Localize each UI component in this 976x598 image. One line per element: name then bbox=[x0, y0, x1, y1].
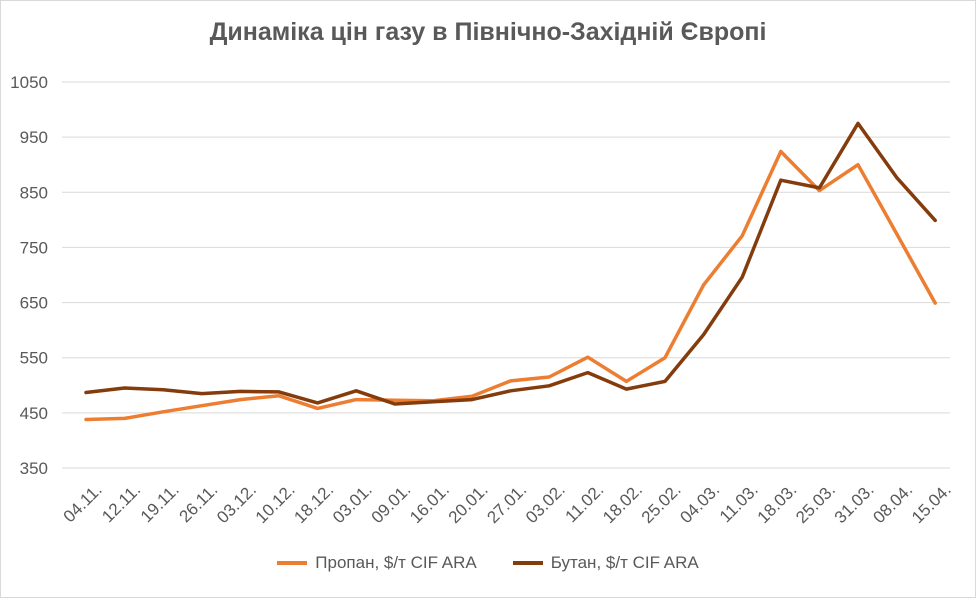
legend-swatch-butane bbox=[512, 561, 543, 565]
x-tick-label: 03.01. bbox=[329, 480, 376, 527]
x-tick-label: 18.12. bbox=[290, 480, 337, 527]
legend-item-butane: Бутан, $/т CIF ARA bbox=[512, 553, 699, 573]
x-tick-label: 18.02. bbox=[599, 480, 646, 527]
x-tick-label: 27.01. bbox=[483, 480, 530, 527]
legend-item-propane: Пропан, $/т CIF ARA bbox=[277, 553, 477, 573]
legend-label-propane: Пропан, $/т CIF ARA bbox=[315, 553, 477, 572]
y-tick-label: 650 bbox=[20, 294, 48, 313]
x-tick-label: 03.12. bbox=[213, 480, 260, 527]
x-tick-label: 04.03. bbox=[676, 480, 723, 527]
x-tick-label: 19.11. bbox=[137, 480, 183, 526]
x-tick-label: 31.03. bbox=[831, 480, 878, 527]
x-tick-label: 25.02. bbox=[638, 480, 685, 527]
series-lines bbox=[84, 121, 937, 422]
y-tick-label: 350 bbox=[20, 459, 48, 478]
x-tick-label: 12.11. bbox=[98, 480, 144, 526]
x-tick-label: 20.01. bbox=[445, 480, 492, 527]
x-tick-label: 11.02. bbox=[561, 480, 607, 526]
y-axis-tick-labels: 350 450 550 650 750 850 950 1050 bbox=[10, 73, 48, 478]
legend: Пропан, $/т CIF ARA Бутан, $/т CIF ARA bbox=[0, 553, 976, 573]
y-tick-label: 750 bbox=[20, 238, 48, 257]
x-tick-label: 18.03. bbox=[754, 480, 801, 527]
y-tick-label: 1050 bbox=[10, 73, 48, 92]
legend-swatch-propane bbox=[277, 561, 308, 565]
series-line-propane bbox=[84, 149, 937, 422]
x-tick-label: 10.12. bbox=[252, 480, 299, 527]
x-tick-label: 11.03. bbox=[716, 480, 762, 526]
x-tick-label: 03.02. bbox=[522, 480, 569, 527]
chart-title: Динаміка цін газу в Північно-Західній Єв… bbox=[209, 18, 767, 46]
x-tick-label: 09.01. bbox=[368, 480, 415, 527]
y-tick-label: 550 bbox=[20, 349, 48, 368]
y-tick-label: 450 bbox=[20, 404, 48, 423]
x-tick-label: 25.03. bbox=[792, 480, 839, 527]
x-tick-label: 16.01. bbox=[406, 480, 453, 527]
y-tick-label: 950 bbox=[20, 128, 48, 147]
x-axis-tick-labels: 04.11.12.11.19.11.26.11.03.12.10.12.18.1… bbox=[60, 480, 955, 527]
x-tick-label: 08.04. bbox=[869, 480, 916, 527]
x-tick-label: 26.11. bbox=[175, 480, 221, 526]
x-tick-label: 15.04. bbox=[908, 480, 955, 527]
y-tick-label: 850 bbox=[20, 183, 48, 202]
gridlines bbox=[62, 81, 950, 469]
legend-label-butane: Бутан, $/т CIF ARA bbox=[550, 553, 699, 572]
x-tick-label: 04.11. bbox=[60, 480, 106, 526]
series-line-butane bbox=[84, 121, 937, 406]
